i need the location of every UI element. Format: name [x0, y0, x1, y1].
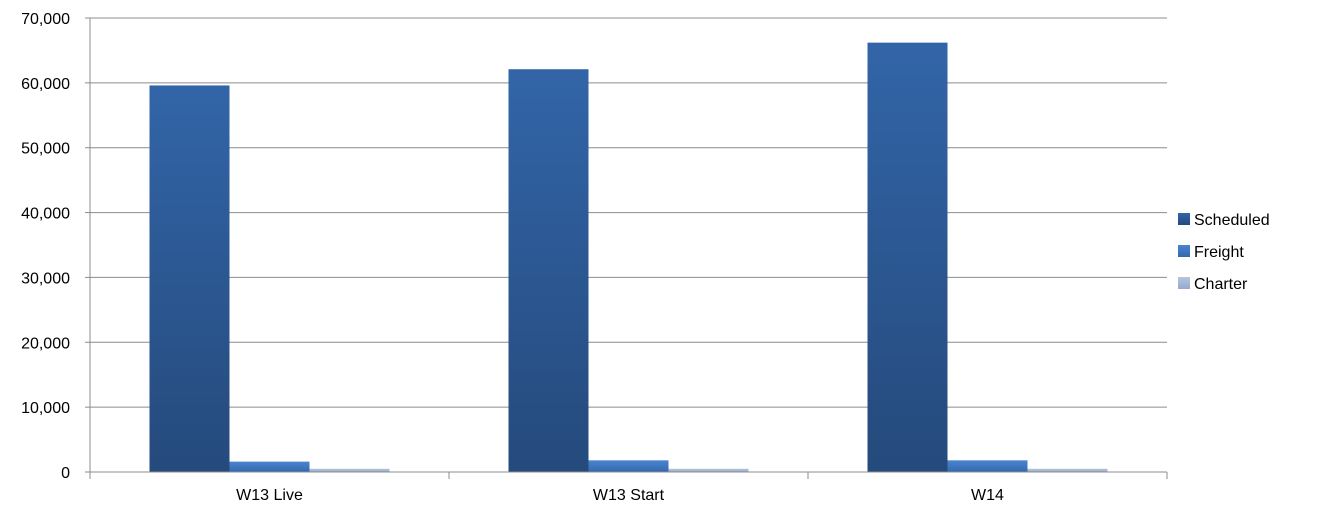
legend-swatch-freight — [1178, 245, 1190, 257]
y-axis-tick-label: 30,000 — [21, 270, 70, 287]
x-axis-tick-labels: W13 Live W13 Start W14 — [236, 487, 1004, 504]
y-axis-tick-label: 60,000 — [21, 76, 70, 93]
bar-scheduled-w13-start — [508, 69, 589, 472]
bar-freight-w13-start — [588, 460, 669, 472]
bar-freight-w13-live — [229, 461, 310, 472]
y-axis-tick-label: 70,000 — [21, 11, 70, 28]
legend-label-charter: Charter — [1194, 276, 1248, 293]
axes — [85, 17, 1168, 479]
bars — [149, 42, 1108, 473]
gridlines — [90, 17, 1167, 408]
x-axis-tick-label: W14 — [971, 487, 1004, 504]
bar-charter-w14 — [1027, 468, 1108, 472]
legend: Scheduled Freight Charter — [1178, 212, 1270, 293]
bar-charter-w13-start — [668, 468, 749, 472]
legend-swatch-scheduled — [1178, 213, 1190, 225]
y-axis-tick-label: 40,000 — [21, 206, 70, 223]
bar-scheduled-w13-live — [149, 85, 230, 473]
y-axis-tick-label: 20,000 — [21, 335, 70, 352]
legend-label-scheduled: Scheduled — [1194, 212, 1270, 229]
bar-freight-w14 — [947, 460, 1028, 472]
y-axis-tick-labels: 0 10,000 20,000 30,000 40,000 50,000 60,000 70,… — [21, 11, 70, 482]
legend-swatch-charter — [1178, 277, 1190, 289]
bar-charter-w13-live — [309, 468, 390, 472]
x-axis-tick-label: W13 Start — [593, 487, 665, 504]
y-axis-tick-label: 50,000 — [21, 141, 70, 158]
y-axis-tick-label: 10,000 — [21, 400, 70, 417]
y-axis-tick-label: 0 — [61, 465, 70, 482]
legend-label-freight: Freight — [1194, 244, 1244, 261]
bar-scheduled-w14 — [867, 42, 948, 472]
x-axis-tick-label: W13 Live — [236, 487, 303, 504]
